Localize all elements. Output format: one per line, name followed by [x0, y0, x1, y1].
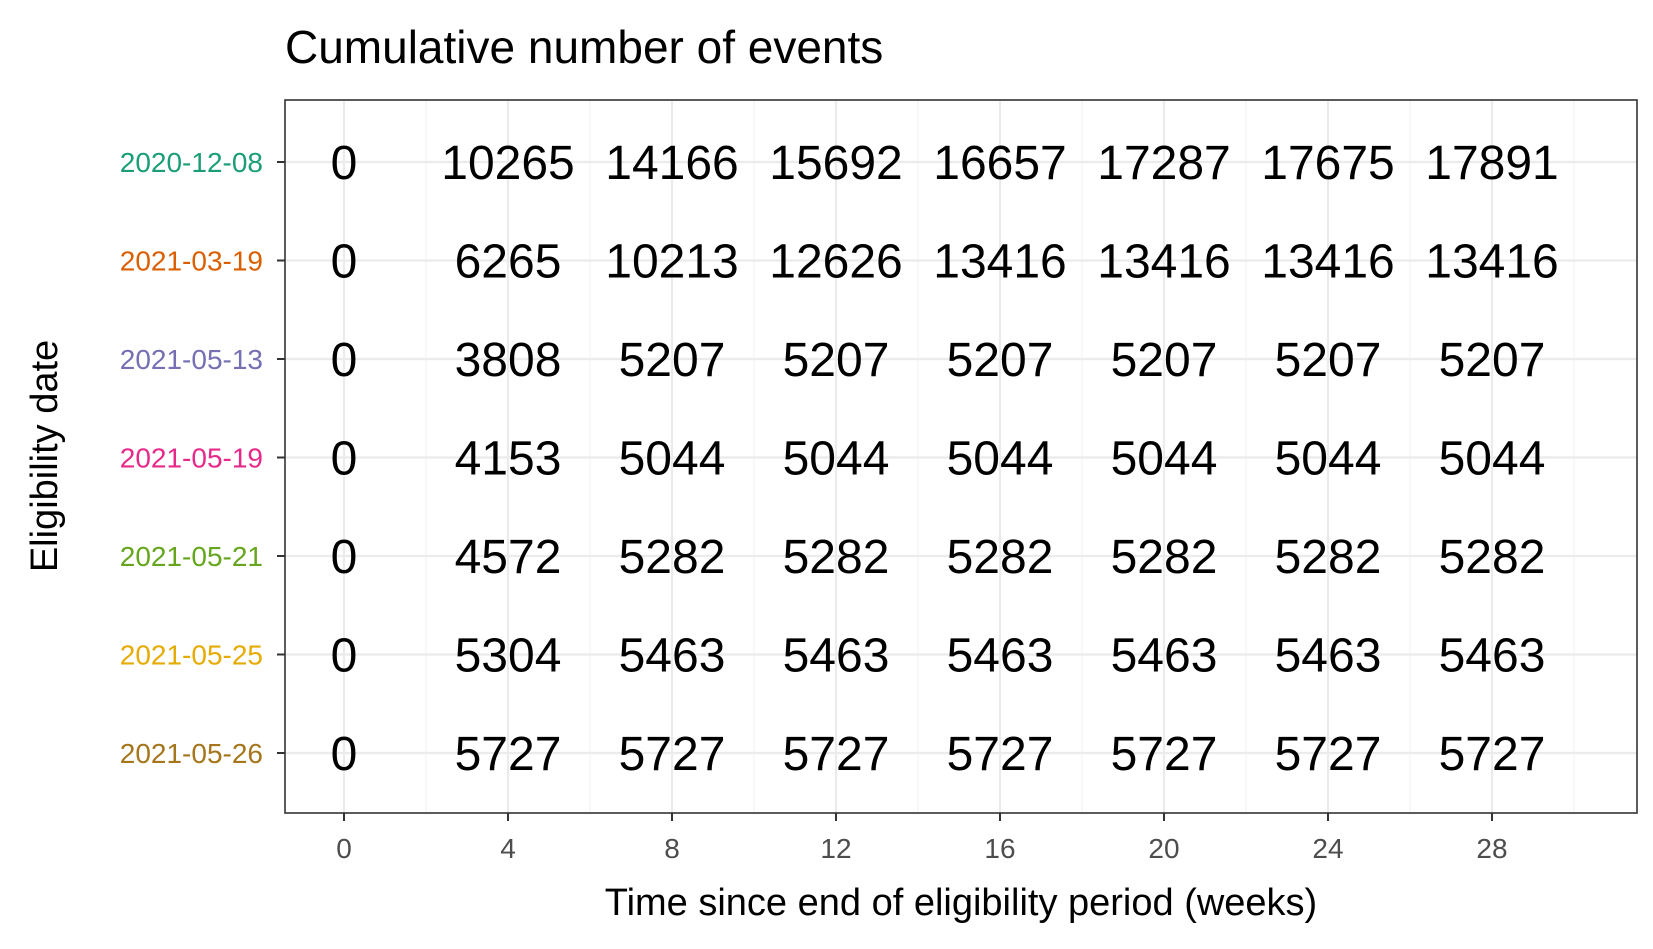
table-cell-value: 5282: [947, 531, 1054, 584]
table-cell-value: 5727: [1275, 728, 1382, 781]
table-cell-value: 5044: [1439, 433, 1546, 486]
table-cell-value: 5207: [1439, 334, 1546, 387]
y-axis-label: Eligibility date: [24, 340, 66, 572]
x-tick-label: 24: [1312, 833, 1343, 864]
y-tick-label: 2021-05-19: [120, 443, 263, 474]
y-tick-label: 2021-03-19: [120, 246, 263, 277]
y-tick-label-layer: 2020-12-08 2021-03-19 2021-05-13 2021-05-19…: [120, 147, 263, 769]
table-cell-value: 12626: [769, 236, 902, 289]
table-cell-value: 0: [331, 531, 358, 584]
table-cell-value: 5282: [1439, 531, 1546, 584]
x-tick-label: 20: [1148, 833, 1179, 864]
y-tick-label: 2021-05-21: [120, 541, 263, 572]
table-cell-value: 0: [331, 630, 358, 683]
x-tick-label: 8: [664, 833, 680, 864]
table-cell-value: 5207: [947, 334, 1054, 387]
table-cell-value: 13416: [1425, 236, 1558, 289]
table-cell-value: 5044: [1275, 433, 1382, 486]
table-cell-value: 15692: [769, 137, 902, 190]
table-cell-value: 0: [331, 137, 358, 190]
chart-title: Cumulative number of events: [285, 21, 883, 73]
grid-layer: [285, 100, 1637, 813]
table-cell-value: 5463: [1439, 630, 1546, 683]
table-cell-value: 5207: [619, 334, 726, 387]
table-cell-value: 16657: [933, 137, 1066, 190]
x-tick-label-layer: 0 4 8 12 16 20 24 28: [336, 833, 1507, 864]
table-cell-value: 5282: [619, 531, 726, 584]
table-cell-value: 5207: [1111, 334, 1218, 387]
table-cell-value: 4153: [455, 433, 562, 486]
table-cell-value: 5727: [619, 728, 726, 781]
table-cell-value: 10213: [605, 236, 738, 289]
table-cell-value: 5044: [619, 433, 726, 486]
x-tick-label: 12: [820, 833, 851, 864]
table-cell-value: 3808: [455, 334, 562, 387]
table-cell-value: 5463: [783, 630, 890, 683]
table-cell-value: 5304: [455, 630, 562, 683]
table-cell-value: 5727: [1439, 728, 1546, 781]
table-cell-value: 5282: [1275, 531, 1382, 584]
x-tick-label: 28: [1476, 833, 1507, 864]
x-tick-label: 4: [500, 833, 516, 864]
table-cell-value: 5727: [455, 728, 562, 781]
table-cell-value: 5207: [1275, 334, 1382, 387]
table-cell-value: 5727: [783, 728, 890, 781]
y-tick-label: 2020-12-08: [120, 147, 263, 178]
x-tick-label: 0: [336, 833, 352, 864]
table-cell-value: 17675: [1261, 137, 1394, 190]
table-cell-value: 5282: [783, 531, 890, 584]
table-cell-value: 14166: [605, 137, 738, 190]
table-cell-value: 0: [331, 236, 358, 289]
table-cell-value: 17287: [1097, 137, 1230, 190]
table-cell-value: 17891: [1425, 137, 1558, 190]
table-cell-value: 10265: [441, 137, 574, 190]
table-cell-value: 0: [331, 433, 358, 486]
table-cell-value: 0: [331, 728, 358, 781]
tick-layer: [277, 161, 1493, 821]
table-cell-value: 6265: [455, 236, 562, 289]
table-cell-value: 5044: [783, 433, 890, 486]
x-axis-label: Time since end of eligibility period (we…: [605, 882, 1317, 924]
y-tick-label: 2021-05-25: [120, 640, 263, 671]
y-tick-label: 2021-05-26: [120, 738, 263, 769]
table-cell-value: 5044: [947, 433, 1054, 486]
table-cell-value: 13416: [933, 236, 1066, 289]
table-cell-value: 5044: [1111, 433, 1218, 486]
table-cell-value: 5207: [783, 334, 890, 387]
table-cell-value: 13416: [1261, 236, 1394, 289]
cell-layer: 0 10265 14166 15692 16657 17287 17675 17891 0 626…: [331, 137, 1559, 781]
table-cell-value: 5727: [1111, 728, 1218, 781]
table-cell-value: 5727: [947, 728, 1054, 781]
table-cell-value: 4572: [455, 531, 562, 584]
x-tick-label: 16: [984, 833, 1015, 864]
table-cell-value: 13416: [1097, 236, 1230, 289]
table-cell-value: 5282: [1111, 531, 1218, 584]
y-tick-label: 2021-05-13: [120, 344, 263, 375]
table-cell-value: 0: [331, 334, 358, 387]
table-cell-value: 5463: [1275, 630, 1382, 683]
table-cell-value: 5463: [619, 630, 726, 683]
table-cell-value: 5463: [1111, 630, 1218, 683]
table-cell-value: 5463: [947, 630, 1054, 683]
